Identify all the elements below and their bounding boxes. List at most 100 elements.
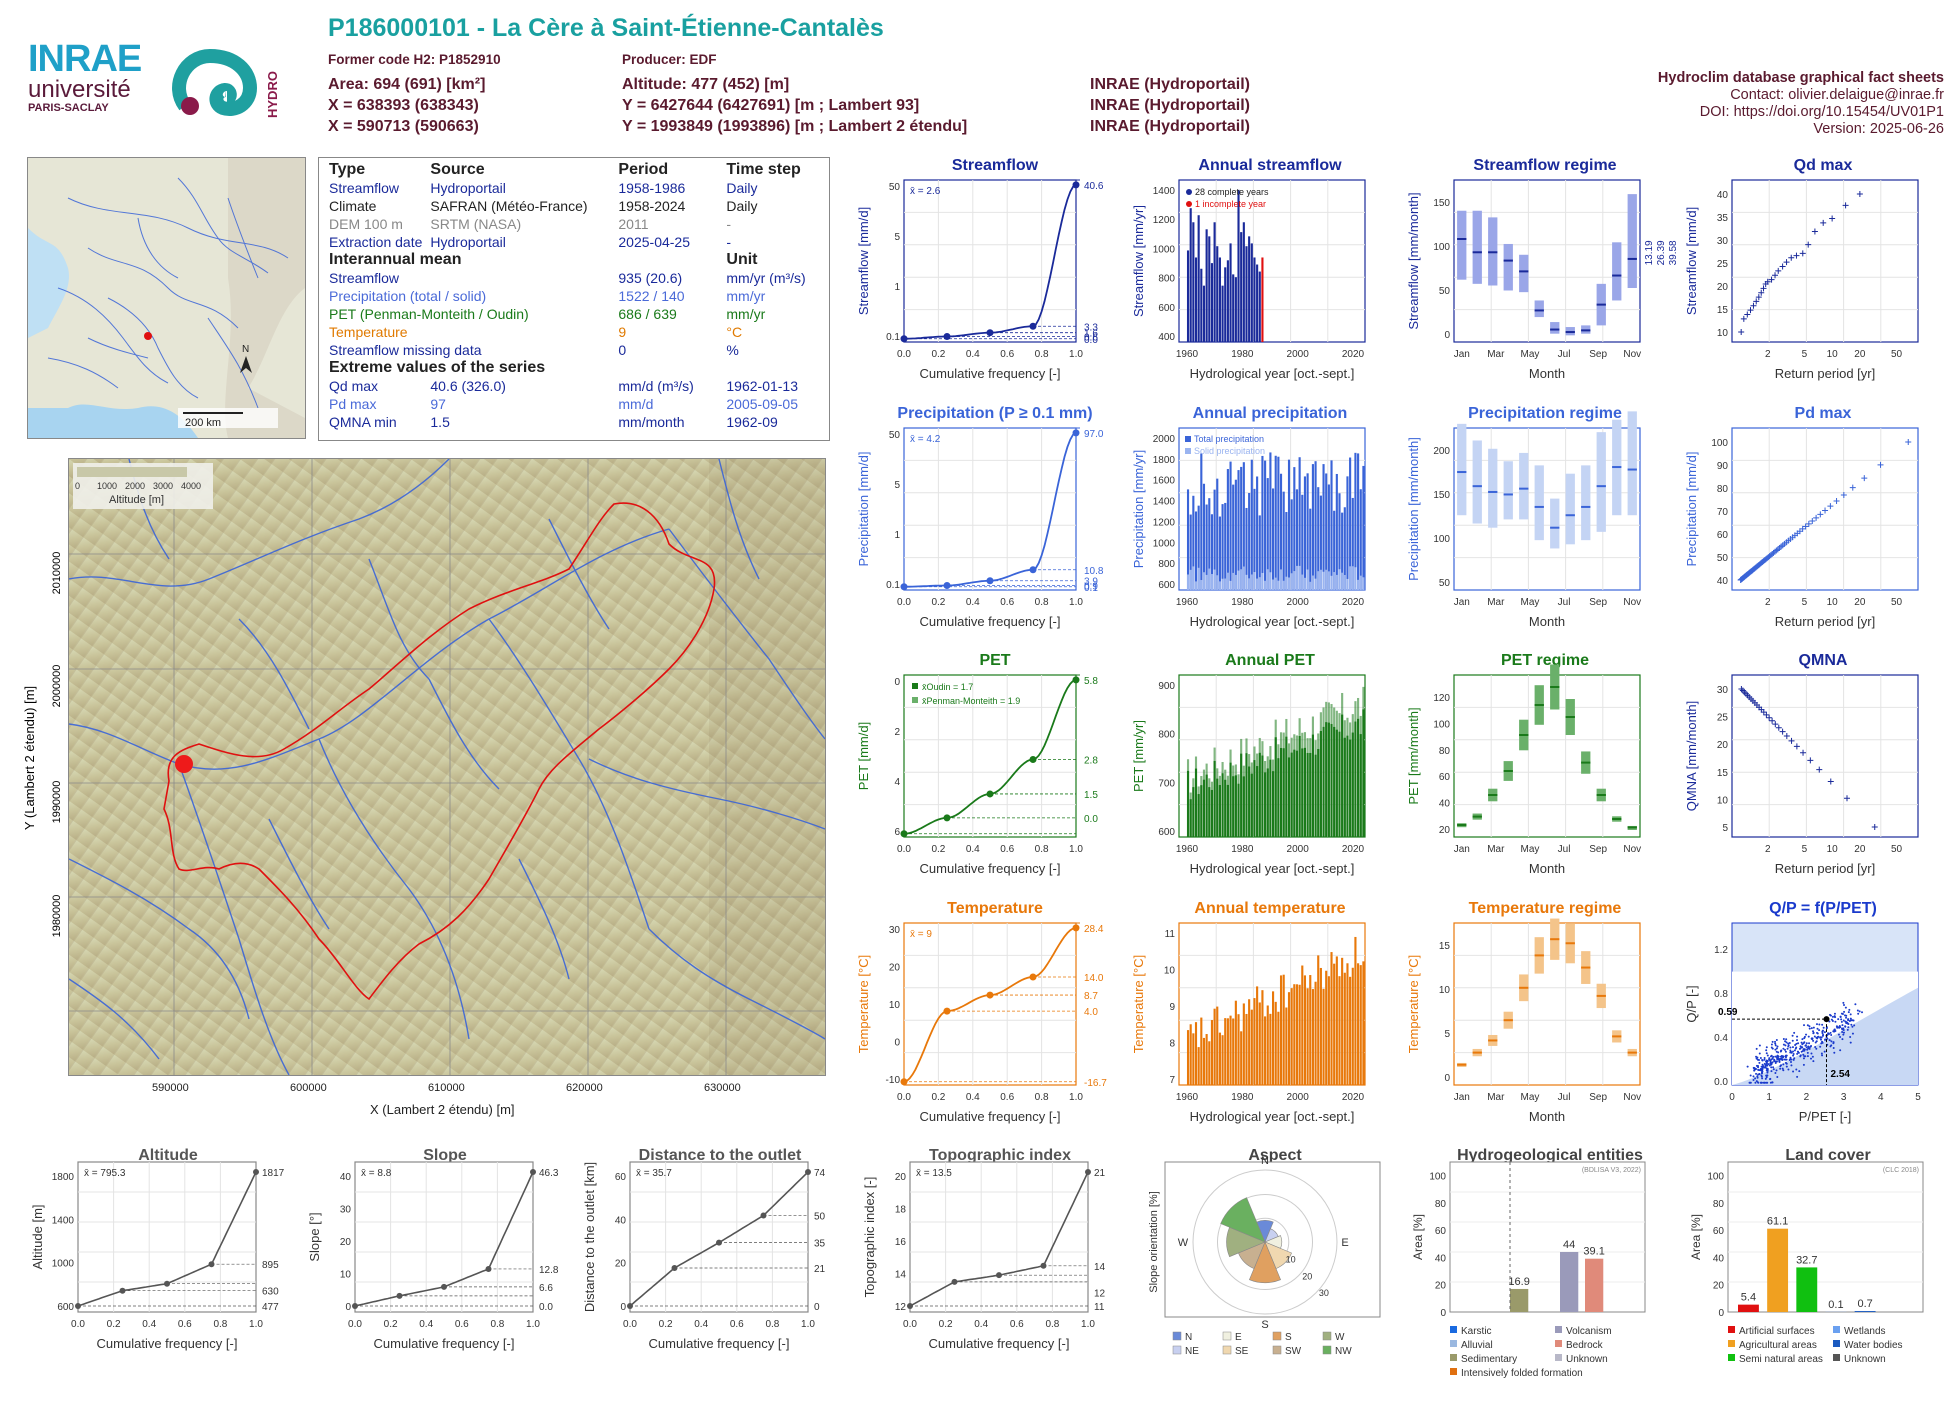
bar xyxy=(1256,986,1258,1085)
y-tick-label: 20 xyxy=(1435,1281,1447,1292)
y-tick-label: 1800 xyxy=(1153,455,1176,466)
bar-oudin xyxy=(1248,766,1250,837)
chart-title: QMNA xyxy=(1799,652,1848,669)
chart-title: Streamflow regime xyxy=(1473,157,1616,174)
x-tick-label: 5 xyxy=(1802,844,1808,855)
bar-solid xyxy=(1227,573,1229,590)
bar xyxy=(1227,260,1229,342)
bar-oudin xyxy=(1206,775,1208,837)
scatter-point xyxy=(1841,1038,1843,1040)
bar-solid xyxy=(1229,581,1231,590)
plot-area xyxy=(1454,675,1640,837)
y-tick-label: 35 xyxy=(1717,213,1729,224)
bar xyxy=(1256,265,1258,342)
x-tick-label: Mar xyxy=(1487,349,1505,360)
mean-label: x̄ = 2.6 xyxy=(910,186,941,197)
regime-box xyxy=(1581,465,1590,540)
regime-box xyxy=(1628,194,1637,288)
x-axis-label: Cumulative frequency [-] xyxy=(374,1336,515,1351)
scatter-point xyxy=(1770,1064,1772,1066)
bar-solid xyxy=(1256,579,1258,590)
x-tick-label: 1.0 xyxy=(1069,844,1083,855)
scatter-point xyxy=(1755,1073,1757,1075)
bar-oudin xyxy=(1224,780,1226,837)
category-bar xyxy=(1796,1267,1817,1312)
y-tick-label: 50 xyxy=(1717,553,1729,564)
scatter-point xyxy=(1834,1015,1836,1017)
scatter-point xyxy=(1850,1024,1852,1026)
right-value-label: 0.0 xyxy=(1084,335,1098,346)
y-tick-label: 0 xyxy=(894,1038,900,1049)
scatter-point xyxy=(1849,1020,1851,1022)
bar xyxy=(1192,222,1194,342)
extreme-cell-value: 97 xyxy=(426,395,614,413)
bar xyxy=(1275,1002,1277,1085)
scatter-point xyxy=(1781,1059,1783,1061)
bar-solid xyxy=(1293,571,1295,590)
bar-solid xyxy=(1261,573,1263,590)
bar xyxy=(1325,971,1327,1085)
bar xyxy=(1259,272,1261,342)
y-tick-label: 100 xyxy=(1429,1172,1446,1183)
legend-label: Sedimentary xyxy=(1461,1354,1517,1365)
bar xyxy=(1301,966,1303,1085)
scatter-point xyxy=(1843,1004,1845,1006)
scatter-point xyxy=(1782,1069,1784,1071)
scatter-point xyxy=(1837,1018,1839,1020)
x-tick-label: 5 xyxy=(1802,597,1808,608)
doi-link[interactable]: DOI: https://doi.org/10.15454/UV01P1 xyxy=(1658,104,1944,121)
contact[interactable]: Contact: olivier.delaigue@inrae.fr xyxy=(1658,87,1944,104)
right-value-label: 0.0 xyxy=(1084,814,1098,825)
y-tick-label: 0.0 xyxy=(1714,1077,1728,1088)
right-value-label: 39.58 xyxy=(1668,240,1679,265)
scatter-point xyxy=(1780,1050,1782,1052)
scatter-point xyxy=(1772,1061,1774,1063)
bar-solid xyxy=(1264,581,1266,590)
right-value-label: 1.5 xyxy=(1084,790,1098,801)
y-tick-label: 100 xyxy=(1433,719,1450,730)
x-tick-label: 0.2 xyxy=(107,1319,121,1330)
y-tick-label: 100 xyxy=(1433,242,1450,253)
bar-solid xyxy=(1280,569,1282,590)
legend-swatch xyxy=(1273,1346,1281,1354)
scatter-point xyxy=(1776,1058,1778,1060)
scatter-point xyxy=(1771,1043,1773,1045)
x-tick-label: 0.4 xyxy=(966,1092,980,1103)
bar-oudin xyxy=(1259,753,1261,837)
plot-area xyxy=(1454,428,1640,590)
bar-solid xyxy=(1333,572,1335,590)
x-tick-label: Sep xyxy=(1589,844,1607,855)
x-tick-label: 0.0 xyxy=(903,1319,917,1330)
y-tick-label: 30 xyxy=(340,1205,352,1216)
x-axis-label: Cumulative frequency [-] xyxy=(920,614,1061,629)
right-value-label: 21 xyxy=(1094,1168,1106,1179)
bar xyxy=(1291,988,1293,1085)
bar-oudin xyxy=(1277,758,1279,837)
scatter-point xyxy=(1839,1036,1841,1038)
bar-solid xyxy=(1304,578,1306,590)
mean-value: 0 xyxy=(614,341,722,359)
source-label: (CLC 2018) xyxy=(1883,1167,1919,1174)
scatter-point xyxy=(1772,1082,1774,1084)
bar xyxy=(1219,1033,1221,1085)
scatter-point xyxy=(1794,1044,1796,1046)
bar xyxy=(1253,257,1255,342)
bar xyxy=(1251,243,1253,342)
bar xyxy=(1240,232,1242,342)
scatter-point xyxy=(1815,1048,1817,1050)
bar xyxy=(1299,985,1301,1085)
scatter-point xyxy=(1822,1042,1824,1044)
scatter-point xyxy=(1843,1011,1845,1013)
right-value-label: 12 xyxy=(1094,1289,1106,1300)
y-axis-label: Altitude [m] xyxy=(30,1204,45,1269)
x-tick-label: 0.4 xyxy=(974,1319,988,1330)
mean-unit: mm/yr xyxy=(722,305,809,323)
x-tick-label: 2 xyxy=(1765,844,1771,855)
scatter-point xyxy=(1842,1027,1844,1029)
y-tick-label: 60 xyxy=(1713,1226,1725,1237)
scatter-point xyxy=(1757,1059,1759,1061)
